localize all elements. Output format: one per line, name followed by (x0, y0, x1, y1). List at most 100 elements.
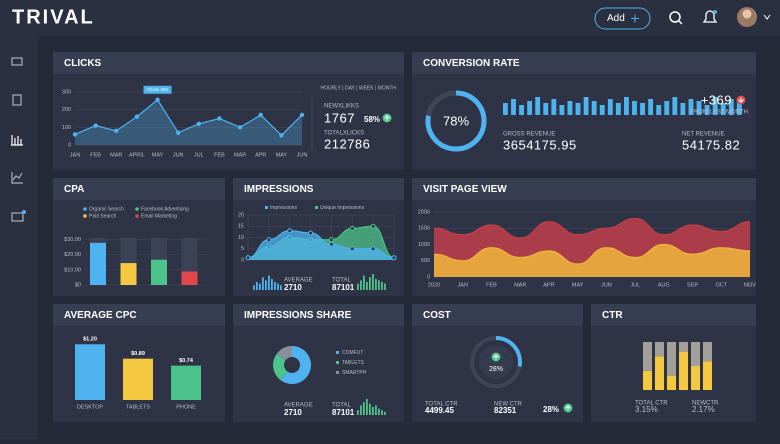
bell-icon[interactable] (702, 10, 718, 23)
gauge-arc (495, 336, 522, 367)
bar (599, 105, 605, 115)
y-tick-label: 5 (241, 246, 244, 252)
spark-bar (381, 410, 383, 415)
plus-icon (631, 14, 639, 23)
bar-icon[interactable] (11, 135, 23, 146)
top-bar (0, 0, 780, 36)
add-label: Add (607, 13, 625, 24)
panel-title: IMPRESSIONS SHARE (244, 310, 352, 321)
bar (648, 99, 654, 115)
bar (559, 105, 565, 115)
spark-bar (360, 405, 362, 415)
x-tick-label: JUL (630, 282, 640, 288)
trend-arrow (384, 115, 390, 121)
legend-swatch (83, 207, 87, 211)
legend-label: Impressions (270, 205, 297, 211)
point (93, 123, 98, 128)
sidebar (0, 36, 38, 439)
stat-value: 2710 (284, 408, 302, 417)
legend-swatch (83, 214, 87, 218)
y-tick-label: 100 (62, 125, 71, 131)
bar (123, 358, 153, 400)
line-icon[interactable] (11, 172, 23, 184)
series-line (74, 98, 303, 137)
x-tick-label: APRIL (129, 152, 145, 158)
gauge-inner (479, 345, 513, 379)
search-handle (677, 19, 683, 25)
stat-label: NEWXLIKKS (324, 104, 359, 110)
spark-bar (384, 283, 386, 290)
spark-bar (381, 282, 383, 290)
spark-bar (375, 278, 377, 290)
stat-label: NEW CTR (494, 402, 523, 408)
stat-value: 1767 (324, 110, 355, 125)
stat-label: GROSS REVENUE (503, 132, 555, 138)
value-label: $0.89 (131, 351, 145, 357)
spark-bar (259, 283, 261, 290)
stat-value: 82351 (494, 406, 517, 415)
value-label: $1.20 (83, 337, 97, 343)
stat-label: TOTALXLICKS (324, 131, 364, 137)
bar (519, 105, 524, 115)
bookmark-icon[interactable] (12, 94, 22, 106)
stat-value: 2710 (284, 283, 302, 292)
bar (551, 99, 557, 115)
bar (503, 103, 508, 115)
tooltip-box (143, 85, 172, 94)
x-tick-label: NOV (744, 282, 756, 288)
sidebar-icons (11, 57, 26, 222)
legend-swatch (135, 207, 139, 211)
bar (656, 105, 662, 115)
panel-header (233, 178, 404, 200)
legend-swatch (315, 206, 318, 209)
x-tick-label: JAN (458, 282, 468, 288)
stat-label: NET REVENUE (682, 132, 725, 138)
period-tabs[interactable]: HOURLY | DAY | WEEK | MONTH (321, 85, 397, 91)
x-tick-label: SEP (687, 282, 698, 288)
panel-title: IMPRESSIONS (244, 184, 314, 195)
spark-bar (363, 275, 365, 290)
bar-segment (703, 342, 712, 362)
legend-swatch (336, 351, 339, 354)
legend-label: SMARTPH (342, 370, 367, 376)
legend-label: Unique Impressions (320, 205, 365, 211)
spark-bar (375, 405, 377, 415)
spark-bar (256, 282, 258, 290)
series-line (433, 243, 751, 265)
bar (632, 101, 637, 115)
legend-swatch (135, 214, 139, 218)
bar (591, 101, 597, 115)
point (328, 241, 334, 247)
legend-label: TABLETS (342, 360, 365, 366)
bar-segment (679, 342, 688, 352)
y-tick-label: 10 (238, 235, 244, 241)
area-fill (75, 99, 302, 145)
bar (151, 259, 167, 285)
legend-swatch (336, 361, 339, 364)
panel-header (412, 52, 756, 74)
menu-icon[interactable] (11, 57, 23, 66)
bar (680, 103, 686, 115)
spark-bar (280, 285, 282, 290)
bar (688, 99, 694, 115)
panel-header (412, 178, 756, 200)
bar-segment (643, 342, 652, 371)
stat-label: TOTAL (332, 403, 351, 409)
card-icon[interactable] (11, 212, 24, 222)
point (196, 121, 202, 127)
add-button[interactable] (594, 7, 651, 30)
point (155, 97, 160, 102)
panel-title: CPA (64, 184, 84, 195)
y-tick-label: 0 (68, 142, 71, 148)
bar (181, 271, 198, 285)
x-tick-label: JUN (601, 282, 612, 288)
point (266, 237, 272, 243)
chevron[interactable] (763, 14, 771, 20)
y-tick-label: 2000 (418, 209, 430, 215)
spark-bar (253, 285, 255, 290)
search-icon[interactable] (669, 11, 681, 23)
spark-bar (378, 280, 380, 290)
x-tick-label: DESKTOP (77, 404, 104, 410)
badge (22, 210, 26, 214)
y-tick-label: 15 (238, 224, 244, 230)
